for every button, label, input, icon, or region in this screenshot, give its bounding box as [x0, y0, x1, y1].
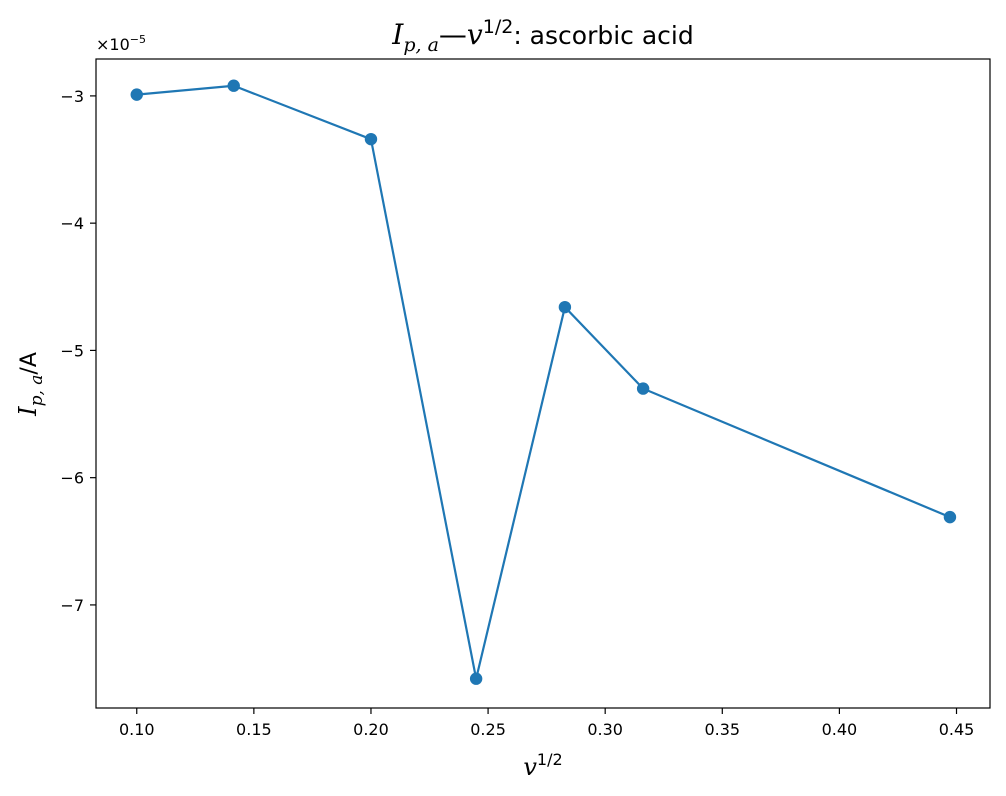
- title-var-sup: 1/2: [483, 16, 514, 38]
- chart-title: Ip, a—v1/2: ascorbic acid: [391, 16, 693, 56]
- y-axis-label-unit: /A: [17, 352, 42, 374]
- y-axis-label: Ip, a/A: [14, 352, 47, 417]
- y-axis-label-sub: p, a: [27, 375, 47, 407]
- data-point: [130, 88, 143, 101]
- x-axis-label-sup: 1/2: [537, 750, 563, 769]
- data-point: [469, 672, 483, 685]
- title-var: v: [467, 18, 483, 51]
- x-tick-label: 0.40: [822, 720, 858, 739]
- y-tick-label: −7: [60, 596, 84, 615]
- y-axis-label-symbol: I: [14, 406, 42, 417]
- x-tick-label: 0.45: [939, 720, 975, 739]
- x-axis-label-var: v: [523, 753, 537, 781]
- data-point: [636, 382, 650, 395]
- x-tick-label: 0.35: [704, 720, 740, 739]
- plot-area: [95, 58, 991, 709]
- x-tick-label: 0.15: [236, 720, 272, 739]
- y-axis: −3 −4 −5 −6 −7: [60, 87, 96, 615]
- data-point: [364, 132, 378, 146]
- series-layer: [130, 79, 957, 685]
- offset-exponent: −5: [130, 33, 146, 46]
- data-point: [558, 300, 572, 314]
- title-rest: : ascorbic acid: [513, 21, 693, 50]
- y-offset-label: ×10−5: [96, 33, 146, 54]
- x-tick-label: 0.25: [470, 720, 506, 739]
- x-axis: 0.10 0.15 0.20 0.25 0.30 0.35 0.40 0.45: [119, 708, 974, 739]
- x-axis-label: v1/2: [523, 750, 562, 781]
- data-point: [943, 510, 957, 524]
- x-tick-label: 0.20: [353, 720, 389, 739]
- offset-prefix: ×10: [96, 35, 130, 54]
- title-dash: —: [439, 18, 467, 51]
- data-point: [227, 79, 240, 92]
- title-symbol-sub: p, a: [403, 34, 439, 56]
- title-symbol: I: [391, 18, 404, 51]
- x-tick-label: 0.30: [587, 720, 623, 739]
- x-tick-label: 0.10: [119, 720, 155, 739]
- y-tick-label: −5: [60, 341, 84, 360]
- y-tick-label: −4: [60, 214, 84, 233]
- y-tick-label: −3: [60, 87, 84, 106]
- y-tick-label: −6: [60, 469, 84, 488]
